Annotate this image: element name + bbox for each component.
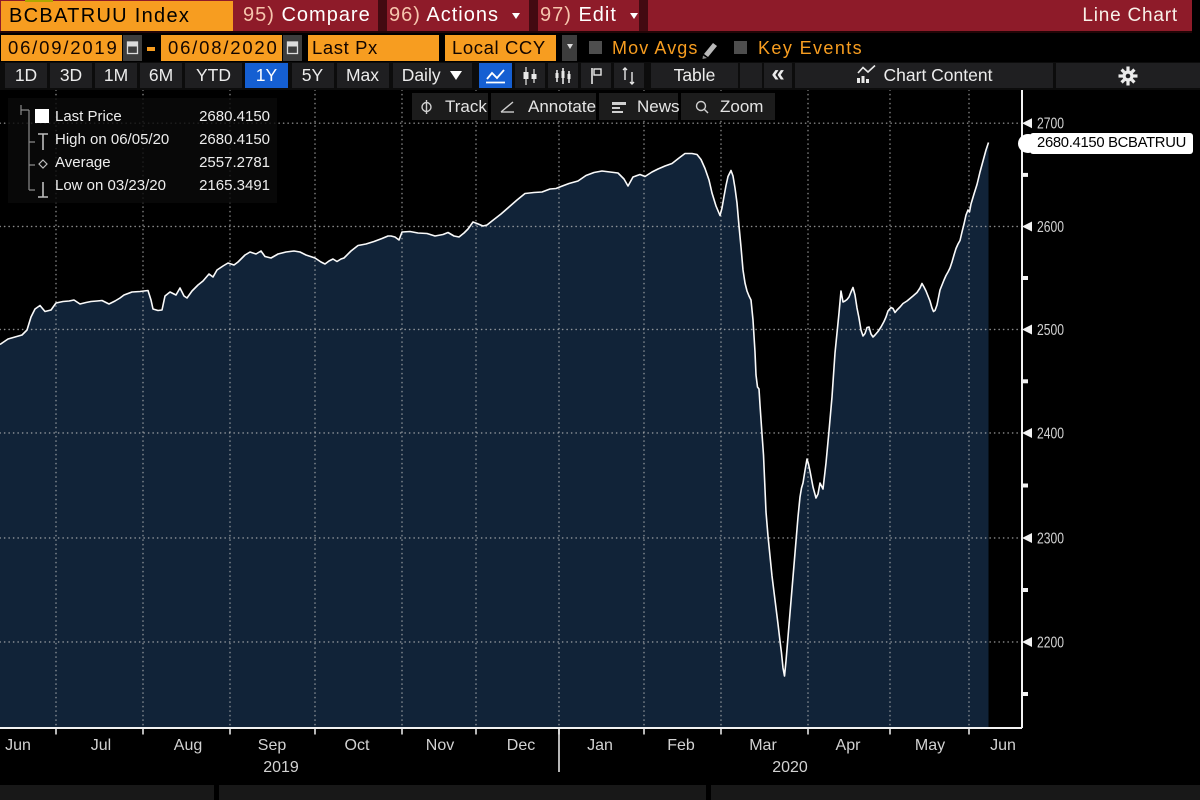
- svg-text:Oct: Oct: [345, 737, 370, 754]
- svg-text:Jan: Jan: [587, 737, 613, 754]
- svg-text:Jun: Jun: [5, 737, 31, 754]
- svg-text:May: May: [915, 737, 945, 754]
- svg-text:2700: 2700: [1037, 116, 1064, 133]
- svg-text:Dec: Dec: [507, 737, 535, 754]
- svg-text:2400: 2400: [1037, 426, 1064, 443]
- svg-text:Feb: Feb: [667, 737, 695, 754]
- svg-text:2300: 2300: [1037, 531, 1064, 548]
- svg-text:Nov: Nov: [426, 737, 454, 754]
- svg-text:2600: 2600: [1037, 219, 1064, 236]
- svg-text:2200: 2200: [1037, 635, 1064, 652]
- svg-text:Sep: Sep: [258, 737, 287, 754]
- svg-text:Apr: Apr: [836, 737, 862, 754]
- svg-text:2500: 2500: [1037, 322, 1064, 339]
- svg-text:2019: 2019: [263, 759, 299, 776]
- svg-text:Jul: Jul: [91, 737, 111, 754]
- svg-text:Mar: Mar: [749, 737, 777, 754]
- svg-text:Jun: Jun: [990, 737, 1016, 754]
- svg-text:Aug: Aug: [174, 737, 202, 754]
- svg-text:2020: 2020: [772, 759, 808, 776]
